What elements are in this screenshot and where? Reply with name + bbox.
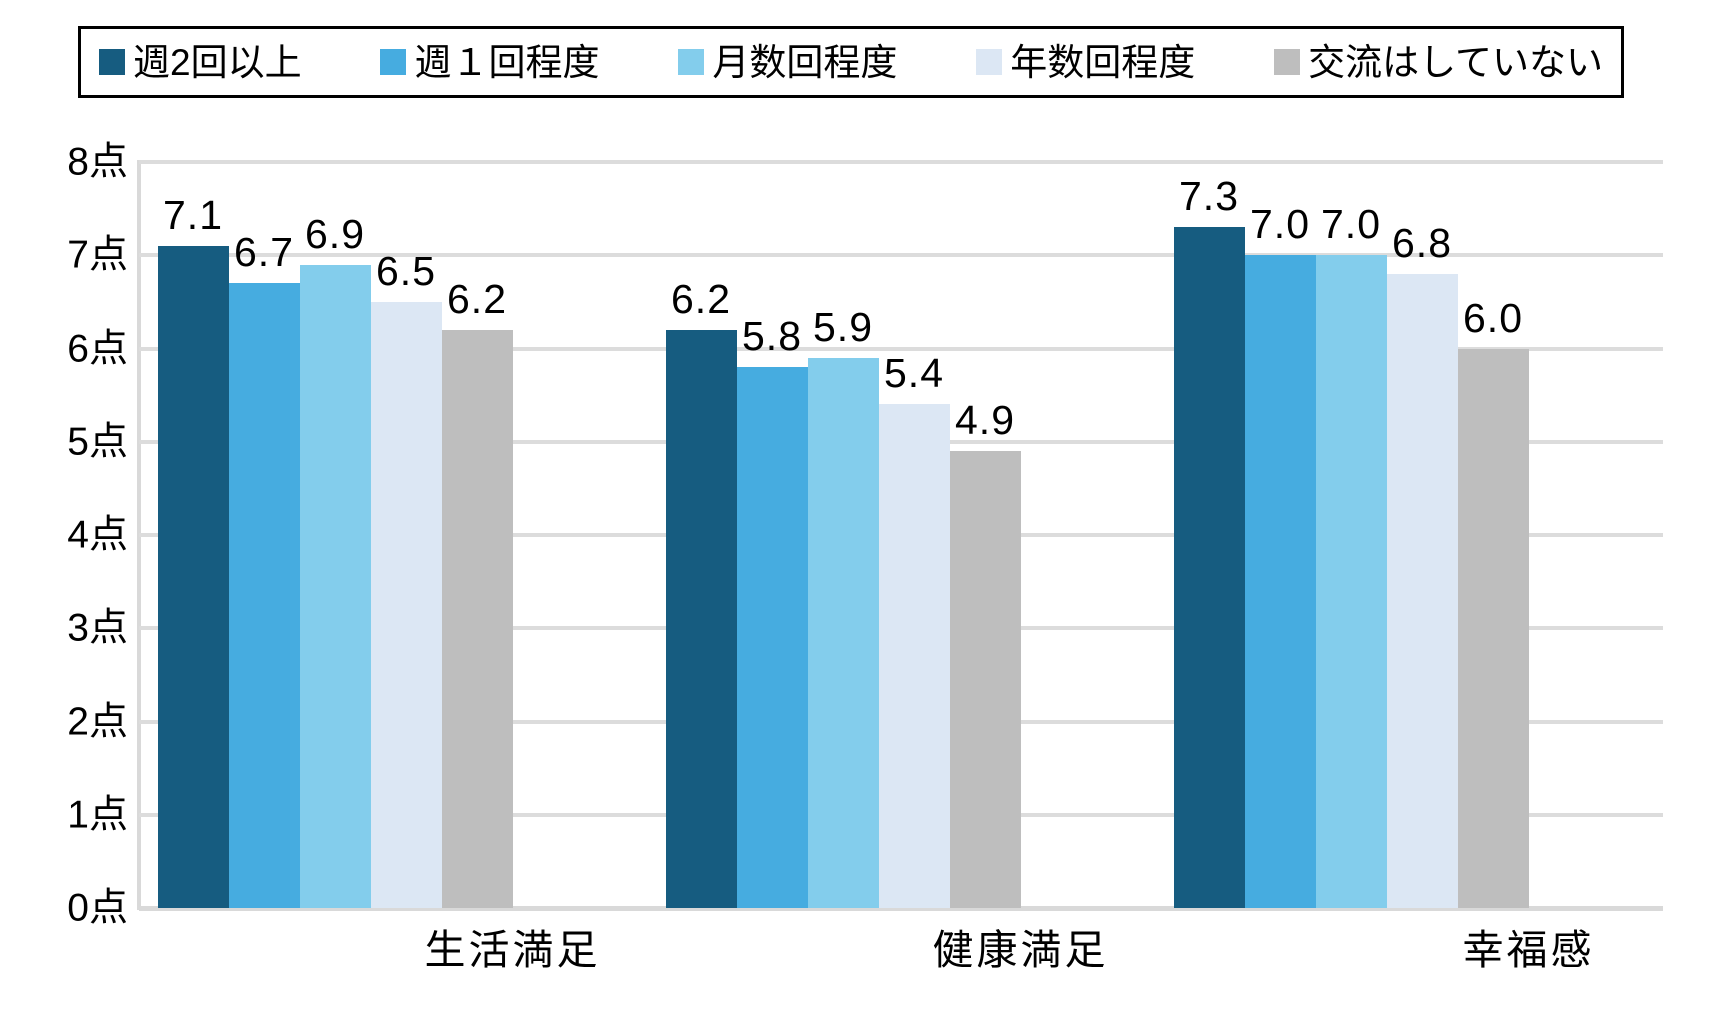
bar[interactable]	[1386, 273, 1458, 908]
y-axis-tick-label: 1点	[67, 793, 128, 837]
bar-value-label: 6.2	[447, 275, 507, 322]
bar[interactable]	[228, 283, 300, 908]
gridline-8	[139, 160, 1663, 164]
bar-value-label: 4.9	[955, 397, 1015, 444]
x-axis-category-label: 生活満足	[424, 927, 601, 973]
bar-value-label: 6.7	[234, 229, 294, 276]
legend-item-label: 年数回程度	[1010, 41, 1196, 83]
gridline-0	[139, 906, 1663, 911]
bar[interactable]	[1244, 255, 1316, 908]
legend-item-4[interactable]: 交流はしていない	[1274, 44, 1603, 81]
bar-value-label: 5.4	[884, 350, 944, 397]
bar-value-label: 7.1	[163, 191, 223, 238]
bar-value-label: 6.0	[1463, 294, 1523, 341]
bar[interactable]	[299, 264, 371, 908]
legend-item-1[interactable]: 週１回程度	[380, 44, 599, 81]
bar-value-label: 5.9	[813, 303, 873, 350]
bar-value-label: 6.9	[305, 210, 365, 257]
y-axis-tick-label: 5点	[67, 420, 128, 464]
bar-value-label: 7.0	[1250, 201, 1310, 248]
bar-value-label: 6.8	[1392, 219, 1452, 266]
bar[interactable]	[1173, 227, 1245, 908]
bar-value-label: 7.0	[1321, 201, 1381, 248]
y-axis-tick-label: 8点	[67, 140, 128, 184]
bar[interactable]	[665, 329, 737, 908]
bar-value-label: 7.3	[1179, 173, 1239, 220]
y-axis-tick-label: 0点	[67, 886, 128, 930]
legend-item-label: 交流はしていない	[1308, 41, 1603, 83]
legend-swatch-icon	[976, 49, 1003, 75]
x-axis-category-label: 幸福感	[1462, 927, 1595, 973]
legend-swatch-icon	[1274, 49, 1301, 75]
y-axis-tick-label: 2点	[67, 700, 128, 743]
bar-value-label: 6.2	[671, 275, 731, 322]
chart-legend: 週2回以上 週１回程度 月数回程度 年数回程度 交流はしていない	[78, 26, 1624, 98]
bar[interactable]	[370, 301, 442, 908]
legend-swatch-icon	[678, 49, 705, 75]
bar[interactable]	[736, 367, 808, 908]
y-axis-tick-label: 6点	[67, 327, 128, 370]
legend-item-0[interactable]: 週2回以上	[99, 44, 302, 81]
bar[interactable]	[807, 357, 879, 908]
plot-area	[139, 160, 1663, 911]
legend-item-label: 月数回程度	[712, 41, 898, 83]
legend-item-2[interactable]: 月数回程度	[678, 44, 897, 81]
legend-item-label: 週2回以上	[133, 41, 302, 83]
y-axis-tick-label: 3点	[67, 606, 128, 650]
y-axis-tick-label: 7点	[67, 233, 128, 277]
bar[interactable]	[1315, 255, 1387, 908]
bar[interactable]	[878, 404, 950, 908]
legend-item-label: 週１回程度	[414, 41, 600, 83]
gridline-7	[139, 253, 1663, 258]
legend-item-3[interactable]: 年数回程度	[976, 44, 1195, 81]
x-axis-category-label: 健康満足	[932, 927, 1109, 973]
legend-swatch-icon	[380, 49, 407, 75]
bar-value-label: 5.8	[742, 313, 802, 360]
bar[interactable]	[441, 329, 513, 908]
bar[interactable]	[157, 245, 229, 908]
y-axis-tick-label: 4点	[67, 513, 128, 557]
legend-swatch-icon	[99, 49, 125, 75]
bar[interactable]	[1457, 348, 1529, 908]
bar-value-label: 6.5	[376, 247, 436, 294]
bar[interactable]	[949, 451, 1021, 908]
gridline-6	[139, 346, 1663, 351]
